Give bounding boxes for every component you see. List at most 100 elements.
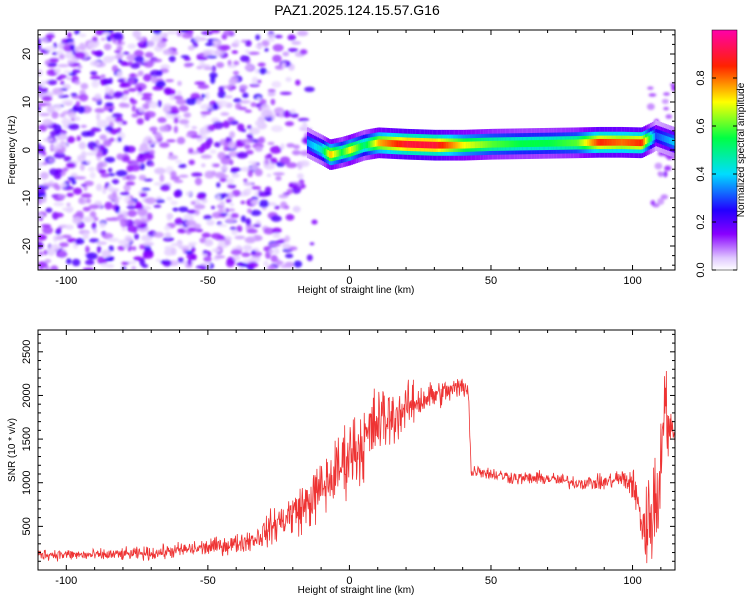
noise-blob (163, 87, 172, 95)
x-tick-label: 50 (485, 275, 497, 287)
noise-blob (175, 98, 187, 105)
noise-blob (41, 162, 48, 166)
noise-blob (101, 249, 112, 258)
noise-blob (71, 69, 81, 74)
signal-cell (626, 139, 629, 146)
signal-cell (487, 141, 489, 148)
noise-blob (186, 209, 198, 214)
noise-blob (273, 247, 280, 255)
noise-blob (665, 114, 673, 119)
noise-blob (133, 233, 140, 240)
noise-blob (205, 42, 214, 47)
signal-cell (549, 139, 552, 147)
y-tick-label: 1000 (21, 470, 33, 494)
colorbar-ticks: 0.0 0.2 0.4 0.6 0.8 (695, 70, 737, 278)
noise-blob (54, 103, 62, 111)
noise-blob (117, 127, 122, 134)
noise-blob (164, 225, 171, 231)
noise-blob (112, 191, 117, 199)
signal-cell (641, 139, 644, 146)
noise-blob (270, 157, 278, 164)
noise-blob (53, 124, 62, 133)
noise-blob (244, 143, 251, 150)
signal-cell (475, 141, 477, 149)
noise-blob (647, 86, 654, 90)
signal-cell (374, 139, 377, 147)
noise-blob (57, 227, 63, 231)
signal-cell (558, 139, 561, 147)
noise-blob (90, 71, 98, 76)
noise-blob (212, 40, 222, 44)
noise-blob (295, 79, 301, 86)
noise-blob (121, 266, 127, 270)
noise-blob (206, 220, 215, 226)
signal-cell (624, 139, 627, 146)
noise-blob (50, 145, 63, 150)
signal-cell (668, 137, 671, 144)
x-tick-label: -50 (200, 275, 216, 287)
signal-cell (639, 139, 642, 147)
noise-blob (102, 188, 107, 194)
noise-blob (195, 98, 202, 105)
signal-cell (583, 139, 586, 146)
signal-cell (306, 139, 309, 147)
signal-cell (425, 141, 428, 149)
noise-blob (66, 192, 74, 197)
noise-blob (141, 187, 151, 191)
noise-blob (272, 172, 285, 176)
noise-blob (279, 156, 291, 165)
signal-cell (560, 139, 562, 147)
noise-blob (654, 162, 663, 170)
signal-cell (461, 141, 464, 149)
noise-blob (191, 172, 203, 177)
noise-blob (178, 245, 189, 250)
noise-blob (225, 217, 235, 223)
signal-cell (481, 141, 484, 148)
signal-cell (594, 139, 596, 146)
noise-blob (131, 113, 139, 118)
noise-blob (251, 250, 256, 255)
noise-blob (56, 49, 64, 56)
noise-blob (38, 143, 42, 150)
noise-blob (231, 173, 240, 178)
noise-blob (173, 179, 184, 184)
noise-blob (63, 156, 72, 162)
noise-blob (270, 98, 276, 106)
noise-blob (91, 36, 98, 43)
noise-blob (250, 102, 257, 108)
noise-blob (42, 118, 53, 126)
noise-blob (155, 258, 161, 262)
noise-blob (215, 62, 225, 68)
noise-blob (223, 30, 234, 37)
noise-blob (121, 261, 130, 266)
noise-blob (247, 208, 252, 214)
noise-blob (264, 159, 269, 165)
noise-blob (266, 37, 276, 43)
x-tick-label: 0 (346, 575, 352, 587)
noise-blob (85, 245, 90, 254)
noise-blob (190, 135, 202, 139)
noise-blob (176, 136, 186, 145)
noise-blob (254, 168, 263, 177)
noise-blob (117, 58, 123, 64)
noise-blob (59, 242, 69, 248)
noise-blob (38, 154, 43, 158)
signal-cell (634, 139, 637, 147)
noise-blob (108, 245, 114, 252)
signal-cell (616, 138, 618, 146)
signal-cell (393, 140, 396, 147)
noise-blob (135, 36, 145, 41)
noise-blob (166, 196, 173, 201)
signal-cell (383, 139, 386, 147)
signal-cell (514, 140, 517, 148)
noise-blob (232, 70, 240, 75)
noise-blob (136, 208, 148, 216)
noise-blob (201, 93, 206, 98)
noise-blob (200, 142, 211, 150)
noise-blob (250, 199, 260, 205)
noise-blob (191, 126, 198, 130)
noise-blob (38, 261, 48, 269)
signal-cell (366, 141, 369, 149)
noise-blob (38, 38, 42, 45)
noise-blob (245, 49, 250, 54)
